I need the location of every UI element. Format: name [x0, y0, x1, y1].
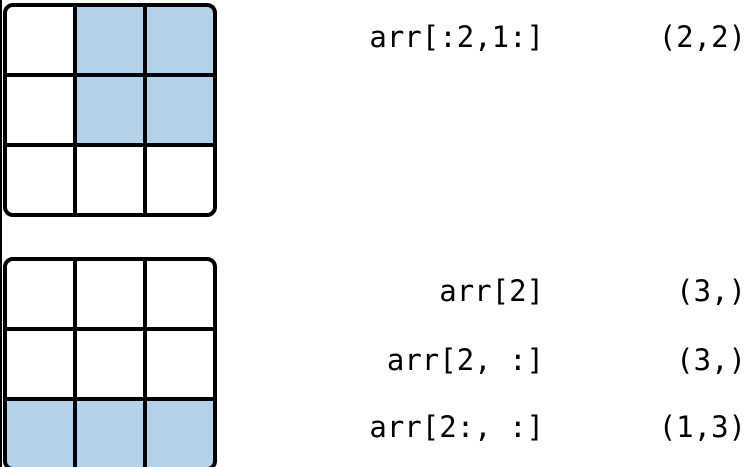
result-shape: (2,2) — [658, 20, 746, 54]
array-cell-selected — [145, 399, 215, 467]
grid-border — [3, 3, 217, 217]
array-grid-bottom — [3, 257, 217, 467]
array-cell-selected — [5, 399, 75, 467]
array-cell-selected — [145, 75, 215, 145]
array-cell-selected — [75, 5, 145, 75]
array-cell-selected — [75, 75, 145, 145]
array-cell — [5, 329, 75, 399]
array-grid-top — [3, 3, 217, 217]
grid-border — [3, 257, 217, 467]
array-cell — [5, 5, 75, 75]
array-cell-selected — [75, 399, 145, 467]
slice-expression: arr[:2,1:] — [369, 20, 544, 54]
result-shape: (1,3) — [658, 410, 746, 444]
array-cell — [145, 145, 215, 215]
slice-expression: arr[2, :] — [386, 343, 544, 377]
slice-expression: arr[2:, :] — [369, 410, 544, 444]
array-cell — [75, 259, 145, 329]
array-cell — [145, 259, 215, 329]
array-cell — [5, 145, 75, 215]
result-shape: (3,) — [676, 274, 746, 308]
array-cell — [5, 75, 75, 145]
array-cell-selected — [145, 5, 215, 75]
left-border-line — [0, 0, 2, 467]
array-cell — [5, 259, 75, 329]
array-cell — [145, 329, 215, 399]
array-cell — [75, 329, 145, 399]
slice-expression: arr[2] — [439, 274, 544, 308]
array-cell — [75, 145, 145, 215]
result-shape: (3,) — [676, 343, 746, 377]
